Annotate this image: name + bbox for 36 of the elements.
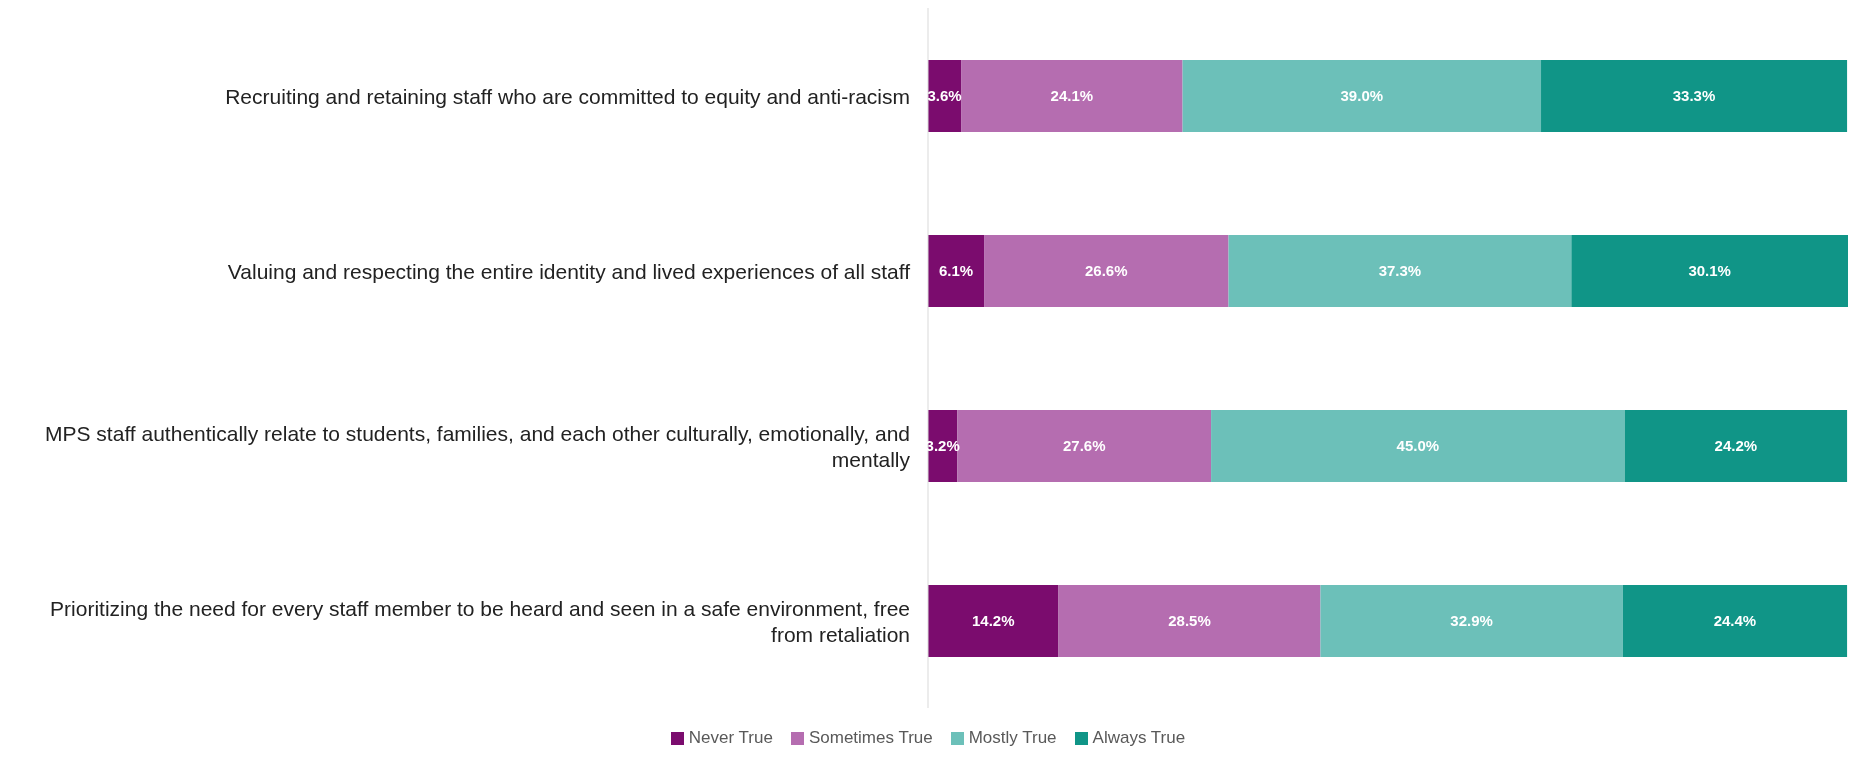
data-label: 45.0% (1396, 437, 1440, 455)
bar (984, 235, 1229, 307)
legend-label: Always True (1091, 728, 1186, 748)
data-label: 24.2% (1714, 437, 1758, 455)
data-label: 27.6% (1062, 437, 1106, 455)
data-label: 39.0% (1340, 87, 1384, 105)
data-label: 28.5% (1168, 612, 1211, 630)
bar (1058, 585, 1321, 657)
data-label: 3.6% (927, 87, 962, 105)
bar (1571, 235, 1848, 307)
y-tick-label: Valuing and respecting the entire identity and lived experiences of all staff (227, 259, 911, 282)
bar (1320, 585, 1623, 657)
y-tick-label: MPS staff authentically relate to students, families, and each other culturally, emotionally, and mentally (45, 421, 911, 470)
legend-label: Mostly True (967, 728, 1057, 748)
legend-label: Never True (687, 728, 773, 748)
y-tick-label: Recruiting and retaining staff who are committed to equity and anti-racism (225, 84, 910, 107)
bar (1211, 410, 1625, 482)
data-label: 14.2% (971, 612, 1015, 630)
data-label: 24.4% (1713, 612, 1757, 630)
bar (1624, 410, 1848, 482)
bar (928, 585, 1059, 657)
data-label: 24.1% (1050, 87, 1094, 105)
bar (1541, 60, 1848, 132)
bar (928, 235, 985, 307)
data-label: 6.1% (938, 262, 974, 280)
bar (1622, 585, 1848, 657)
data-label: 26.6% (1085, 262, 1128, 280)
data-label: 37.3% (1378, 262, 1422, 280)
data-label: 30.1% (1688, 262, 1731, 280)
data-label: 32.9% (1450, 612, 1493, 630)
bar (1182, 60, 1542, 132)
legend-label: Sometimes True (807, 728, 933, 748)
bar (961, 60, 1183, 132)
data-label: 33.3% (1672, 87, 1716, 105)
y-tick-label: Prioritizing the need for every staff member to be heard and seen in a safe environment, free from retaliation (50, 596, 910, 645)
bar (1228, 235, 1572, 307)
